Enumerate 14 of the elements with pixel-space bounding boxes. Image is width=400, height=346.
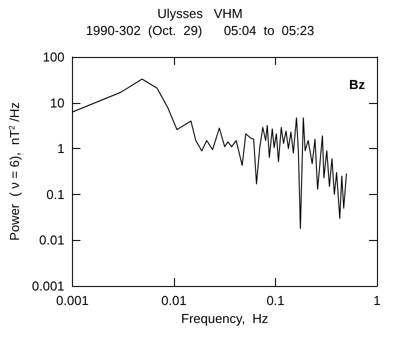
y-tick-label: 0.1 xyxy=(46,186,64,202)
y-tick-label: 100 xyxy=(42,50,64,64)
chart-subtitle: 1990-302 (Oct. 29) 05:04 to 05:23 xyxy=(86,23,314,38)
y-tick-label: 0.001 xyxy=(32,278,64,294)
y-tick-label: 10 xyxy=(50,95,64,110)
y-axis-title: Power ( ν = 6), nT2 /Hz xyxy=(7,102,22,241)
chart-title: Ulysses VHM xyxy=(157,6,243,21)
y-tick-label: 1 xyxy=(57,141,64,156)
y-tick-label: 0.01 xyxy=(39,232,64,248)
x-tick-label: 1 xyxy=(373,293,381,308)
annotation: Bz xyxy=(349,77,366,92)
x-axis-title: Frequency, Hz xyxy=(181,310,268,326)
x-tick-label: 0.1 xyxy=(266,293,285,308)
x-tick-label: 0.01 xyxy=(161,293,187,308)
